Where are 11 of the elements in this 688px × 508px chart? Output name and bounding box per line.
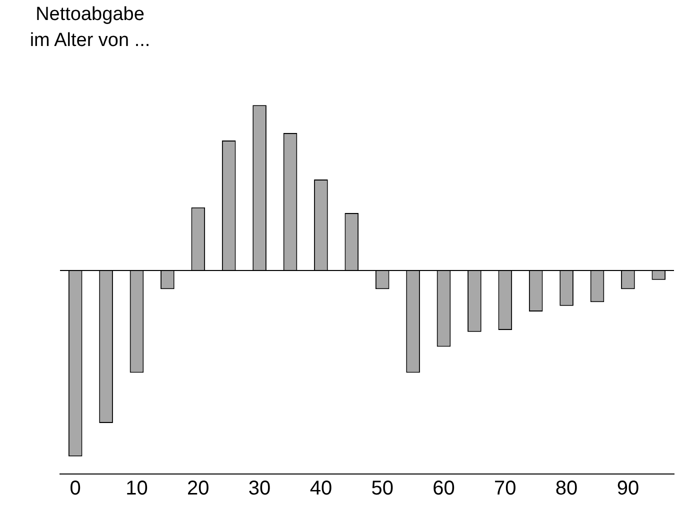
x-tick-label: 50	[371, 478, 394, 500]
x-tick-label: 10	[126, 478, 148, 500]
x-tick-label: 30	[248, 478, 271, 500]
x-tick-label: 60	[432, 478, 455, 500]
x-tick-label: 20	[187, 478, 210, 500]
x-tick-label: 70	[494, 478, 516, 500]
x-tick-label: 80	[555, 478, 578, 500]
x-tick-label: 0	[70, 478, 81, 500]
x-tick-label: 90	[616, 478, 640, 500]
x-tick-label: 40	[310, 478, 332, 500]
y-axis-title: Nettoabgabe im Alter von ...	[28, 3, 152, 53]
